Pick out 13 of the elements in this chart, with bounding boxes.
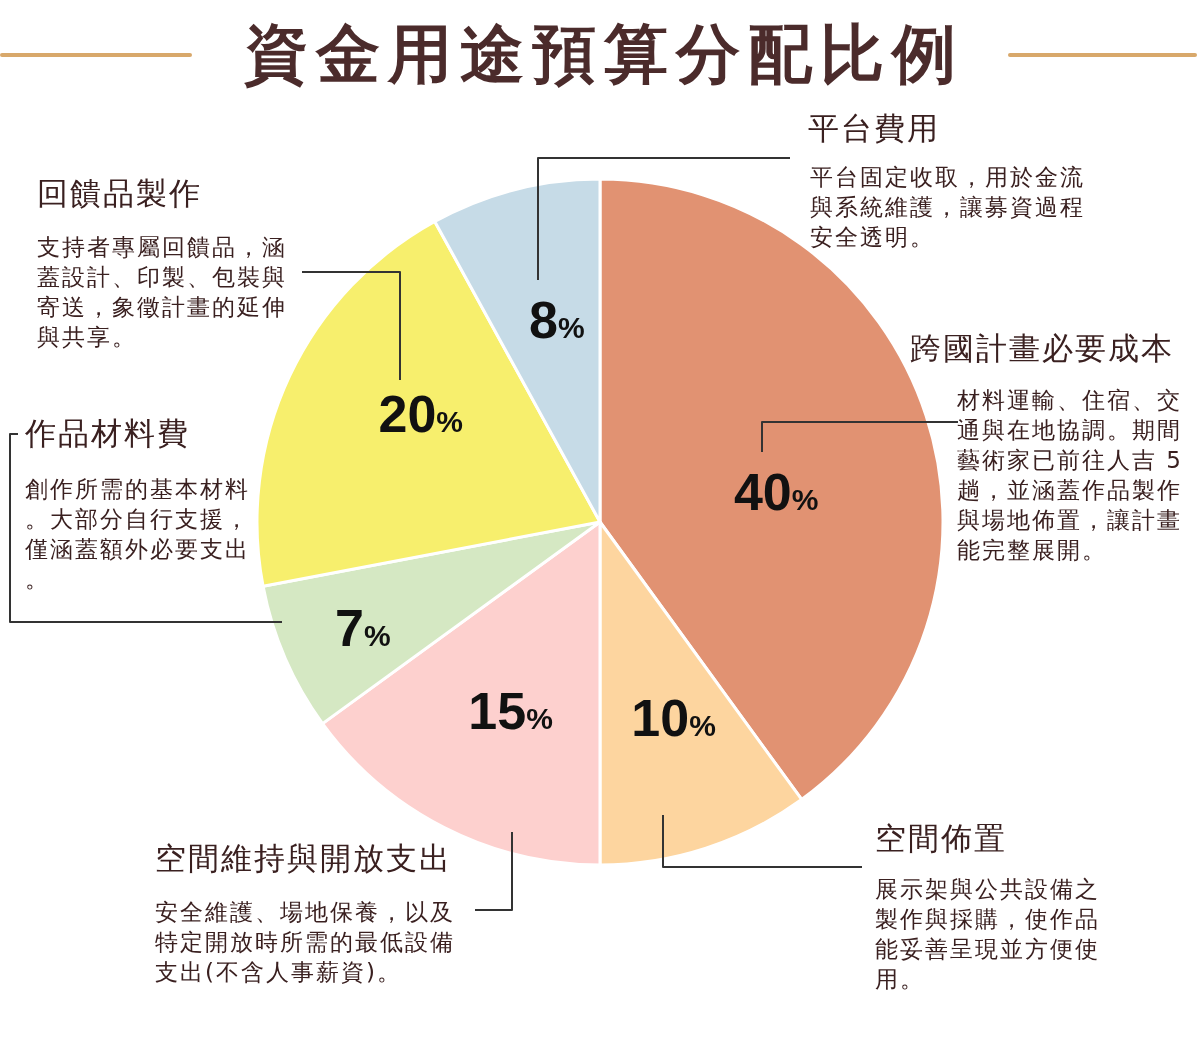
text: 創作所需的基本材料。大部分自行支援，僅涵蓋額外必要支出。	[25, 475, 251, 594]
slice-label: 空間佈置	[875, 820, 1007, 858]
chart-title: 資金用途預算分配比例	[244, 17, 964, 91]
text: 展示架與公共設備之製作與採購，使作品能妥善呈現並方便使用。	[875, 875, 1101, 994]
slice-label: 作品材料費	[25, 415, 190, 453]
slice-label: 回饋品製作	[37, 175, 202, 213]
text: 支持者專屬回饋品，涵蓋設計、印製、包裝與寄送，象徵計畫的延伸與共享。	[37, 233, 288, 352]
slice-label: 空間維持與開放支出	[155, 840, 452, 878]
text: 安全維護、場地保養，以及特定開放時所需的最低設備支出(不含人事薪資)。	[155, 898, 456, 987]
slice-label: 跨國計畫必要成本	[910, 330, 1174, 368]
text: 平台固定收取，用於金流與系統維護，讓募資過程安全透明。	[810, 163, 1086, 252]
slice-label: 平台費用	[808, 110, 940, 148]
text: 材料運輸、住宿、交通與在地協調。期間藝術家已前往人吉 5 趟，並涵蓋作品製作與場地佈置，讓計畫能完整展開。	[957, 386, 1184, 565]
